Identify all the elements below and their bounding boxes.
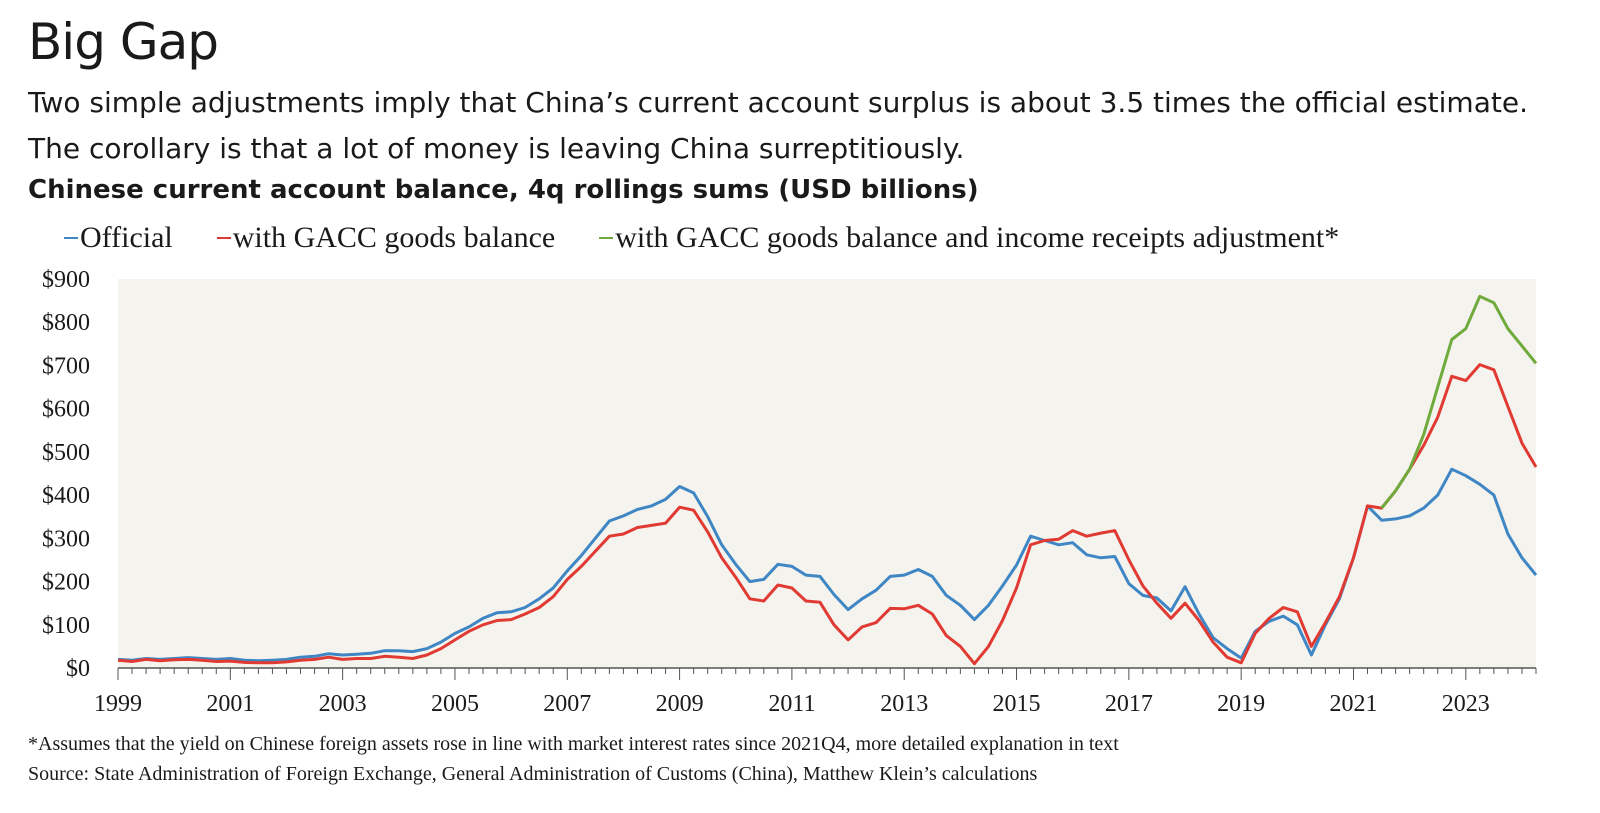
x-tick-label: 2015 [993, 691, 1041, 717]
x-tick-label: 2001 [206, 691, 254, 717]
page-title: Big Gap [28, 13, 219, 71]
chart-legend: Official with GACC goods balance with GA… [64, 221, 1339, 255]
legend-label-gacc-income: with GACC goods balance and income recei… [615, 221, 1340, 254]
x-tick-label: 2003 [319, 691, 367, 717]
x-tick-label: 1999 [94, 691, 142, 717]
x-tick-label: 2005 [431, 691, 479, 717]
x-tick-label: 2019 [1217, 691, 1265, 717]
x-tick-label: 2009 [656, 691, 704, 717]
y-tick-label: $600 [42, 397, 90, 423]
legend-item-gacc-income: with GACC goods balance and income recei… [599, 221, 1339, 255]
x-tick-label: 2007 [543, 691, 591, 717]
series-line-gacc-income [1380, 294, 1538, 510]
series-line-gacc [117, 363, 1538, 666]
y-axis: $0 $100 $200 $300 $400 $500 $600 $700 $800 $900 [42, 267, 90, 682]
source-note: Source: State Administration of Foreign … [28, 763, 1038, 785]
y-tick-label: $400 [42, 483, 90, 509]
legend-swatch-gacc [216, 237, 231, 239]
page-subtitle: Two simple adjustments imply that China’… [28, 86, 1528, 165]
x-tick-label: 2023 [1442, 691, 1490, 717]
footnote: *Assumes that the yield on Chinese forei… [28, 733, 1119, 755]
y-tick-label: $700 [42, 353, 90, 379]
y-tick-label: $200 [42, 570, 90, 596]
legend-item-gacc: with GACC goods balance [216, 221, 556, 255]
legend-swatch-official [64, 237, 78, 239]
x-tick-label: 2013 [880, 691, 928, 717]
line-chart: $0 $100 $200 $300 $400 $500 $600 $700 $800 $900 1… [42, 267, 1538, 717]
y-tick-label: $900 [42, 267, 90, 293]
y-tick-label: $500 [42, 440, 90, 466]
legend-swatch-gacc-income [599, 237, 614, 239]
y-tick-label: $800 [42, 310, 90, 336]
x-axis: 1999 2001 2003 2005 2007 2009 2011 2013 2015 2017… [94, 667, 1537, 717]
legend-label-official: Official [80, 221, 173, 254]
x-tick-label: 2011 [768, 691, 815, 717]
legend-item-official: Official [64, 221, 173, 255]
y-tick-label: $300 [42, 526, 90, 552]
chart-title: Chinese current account balance, 4q roll… [28, 175, 979, 205]
x-tick-label: 2021 [1329, 691, 1377, 717]
series-layer [117, 294, 1538, 666]
legend-label-gacc: with GACC goods balance [232, 221, 556, 254]
plot-background [118, 279, 1536, 668]
y-tick-label: $0 [66, 656, 90, 682]
y-tick-label: $100 [42, 613, 90, 639]
series-line-official [117, 467, 1538, 663]
x-tick-label: 2017 [1105, 691, 1153, 717]
